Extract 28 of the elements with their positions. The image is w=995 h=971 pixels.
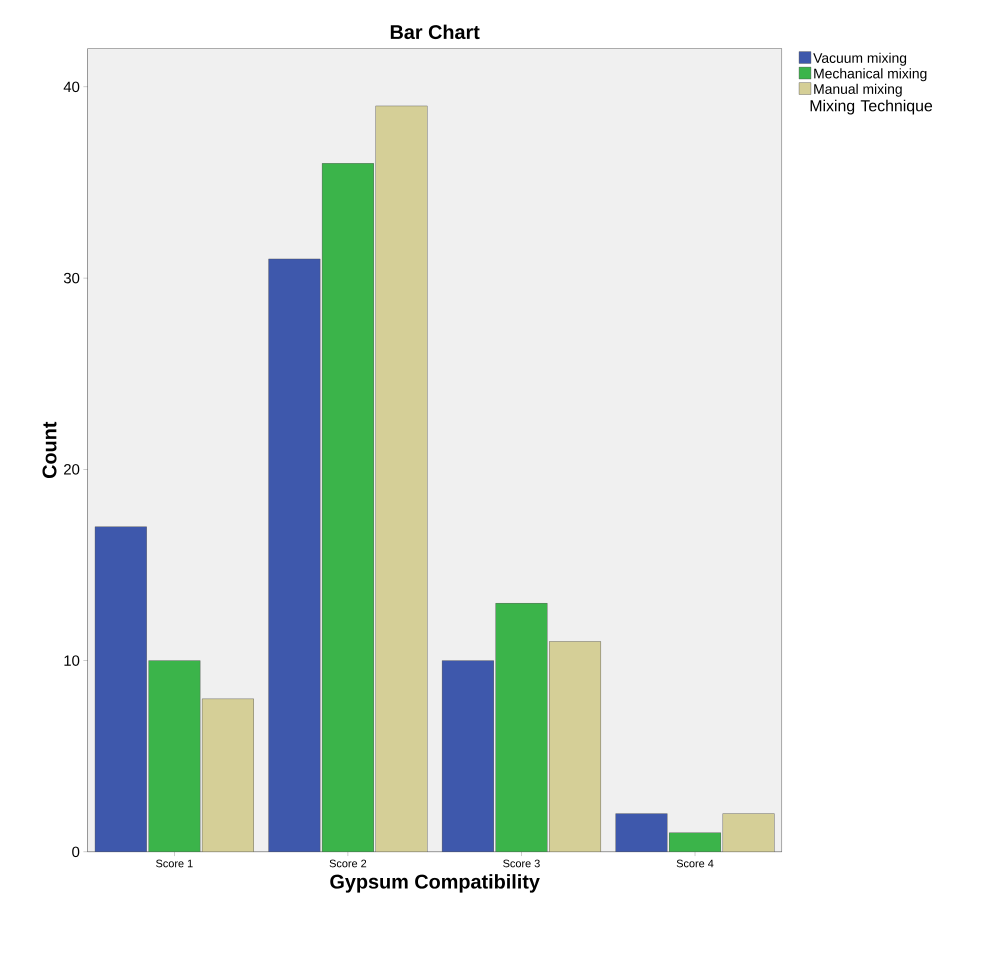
x-tick-label: Score 2 — [330, 860, 366, 868]
bar — [375, 106, 428, 852]
bar — [94, 526, 147, 852]
bar — [495, 603, 548, 852]
bar — [549, 641, 602, 852]
bar — [202, 698, 254, 852]
legend-title: Mixing Technique — [810, 100, 932, 115]
x-tick-label: Score 3 — [503, 860, 540, 868]
chart-title: Bar Chart — [390, 24, 480, 40]
y-tick-label: 10 — [64, 655, 80, 666]
x-axis-title: Gypsum Compatibility — [330, 874, 540, 893]
bar — [148, 660, 200, 852]
bar — [615, 813, 668, 852]
bar — [722, 813, 775, 852]
bar — [669, 832, 722, 852]
legend-label: Manual mixing — [814, 84, 902, 97]
x-tick-label: Score 4 — [676, 860, 714, 868]
bar — [322, 163, 374, 852]
y-tick-label: 0 — [72, 846, 80, 858]
legend-label: Vacuum mixing — [813, 52, 906, 66]
y-axis-title: Count — [42, 422, 57, 478]
bar — [442, 660, 494, 852]
legend-label: Mechanical mixing — [814, 68, 926, 82]
y-tick-label: 40 — [64, 82, 80, 92]
bar — [268, 258, 320, 852]
y-tick-label: 20 — [64, 464, 80, 475]
x-tick-label: Score 1 — [156, 860, 193, 868]
y-tick-label: 30 — [64, 272, 80, 284]
